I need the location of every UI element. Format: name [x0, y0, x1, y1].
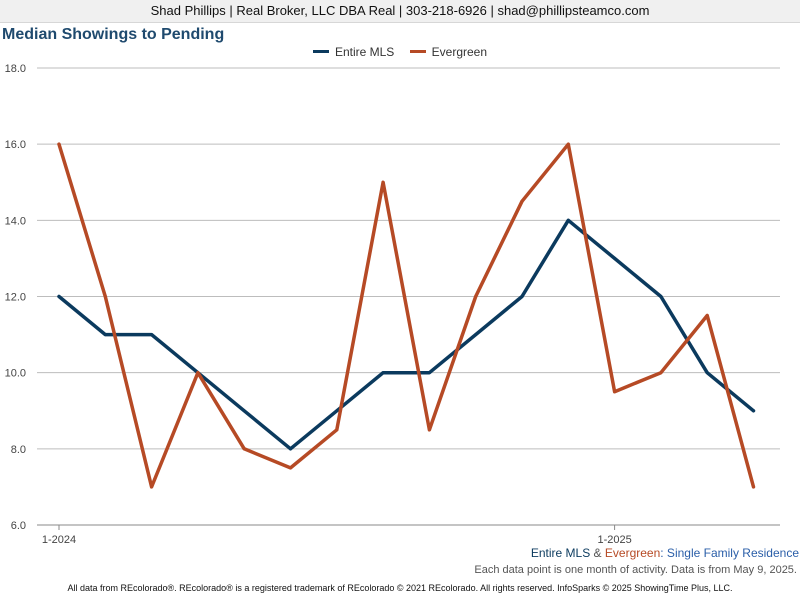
subtitle-ampersand: & — [590, 546, 605, 560]
y-tick-label: 18.0 — [5, 63, 26, 75]
data-point-evergreen — [335, 428, 339, 432]
data-point-evergreen — [57, 142, 61, 146]
legend-item-evergreen: Evergreen — [409, 45, 488, 59]
y-tick-label: 16.0 — [5, 139, 26, 151]
data-point-evergreen — [474, 295, 478, 298]
data-point-entire-mls — [613, 256, 617, 260]
data-point-entire-mls — [335, 409, 339, 413]
data-point-entire-mls — [705, 371, 709, 375]
subtitle-property-type: : Single Family Residence — [660, 546, 799, 560]
chart-subtitle: Entire MLS & Evergreen: Single Family Re… — [531, 546, 799, 560]
data-point-entire-mls — [520, 295, 524, 298]
data-point-evergreen — [289, 466, 292, 470]
data-point-evergreen — [659, 371, 663, 375]
data-point-evergreen — [613, 390, 617, 394]
subtitle-entire-mls: Entire MLS — [530, 546, 591, 560]
legend-swatch-entire-mls — [312, 50, 329, 54]
data-point-entire-mls — [289, 447, 292, 451]
header-contact: Shad Phillips | Real Broker, LLC DBA Rea… — [0, 0, 800, 23]
data-point-entire-mls — [566, 218, 570, 222]
subtitle-evergreen: Evergreen — [604, 546, 661, 560]
data-point-evergreen — [566, 142, 570, 146]
data-point-entire-mls — [659, 295, 663, 298]
y-tick-label: 14.0 — [5, 215, 26, 227]
data-point-evergreen — [705, 314, 709, 318]
data-point-evergreen — [381, 180, 385, 184]
data-point-entire-mls — [427, 371, 431, 375]
y-tick-label: 12.0 — [5, 292, 26, 304]
legend-swatch-evergreen — [409, 50, 426, 54]
x-tick-label: 1-2025 — [597, 534, 631, 546]
data-point-evergreen — [242, 447, 246, 451]
data-point-entire-mls — [474, 333, 478, 337]
data-point-evergreen — [103, 295, 107, 298]
data-point-evergreen — [752, 485, 755, 489]
data-point-evergreen — [427, 428, 431, 432]
data-point-entire-mls — [752, 409, 755, 413]
data-point-entire-mls — [242, 409, 246, 413]
x-tick-label: 1-2024 — [42, 534, 76, 546]
series-line-entire-mls — [57, 218, 756, 451]
data-point-evergreen — [196, 371, 200, 375]
data-point-entire-mls — [150, 333, 154, 337]
data-point-entire-mls — [381, 371, 385, 375]
chart-note: Each data point is one month of activity… — [474, 564, 797, 576]
y-tick-label: 10.0 — [5, 368, 26, 380]
data-point-evergreen — [520, 199, 524, 203]
data-point-entire-mls — [57, 295, 61, 298]
legend: Entire MLS Evergreen — [0, 45, 800, 59]
y-tick-label: 6.0 — [11, 520, 26, 532]
legend-label: Evergreen — [431, 45, 488, 59]
footer-copyright: All data from REcolorado®. REcolorado® i… — [67, 583, 733, 593]
legend-label: Entire MLS — [334, 45, 395, 59]
y-tick-label: 8.0 — [11, 444, 26, 456]
data-point-entire-mls — [103, 333, 107, 337]
data-point-evergreen — [150, 485, 154, 489]
chart-title: Median Showings to Pending — [2, 26, 225, 43]
legend-item-entire-mls: Entire MLS — [312, 45, 395, 59]
series-line-evergreen — [57, 142, 756, 489]
